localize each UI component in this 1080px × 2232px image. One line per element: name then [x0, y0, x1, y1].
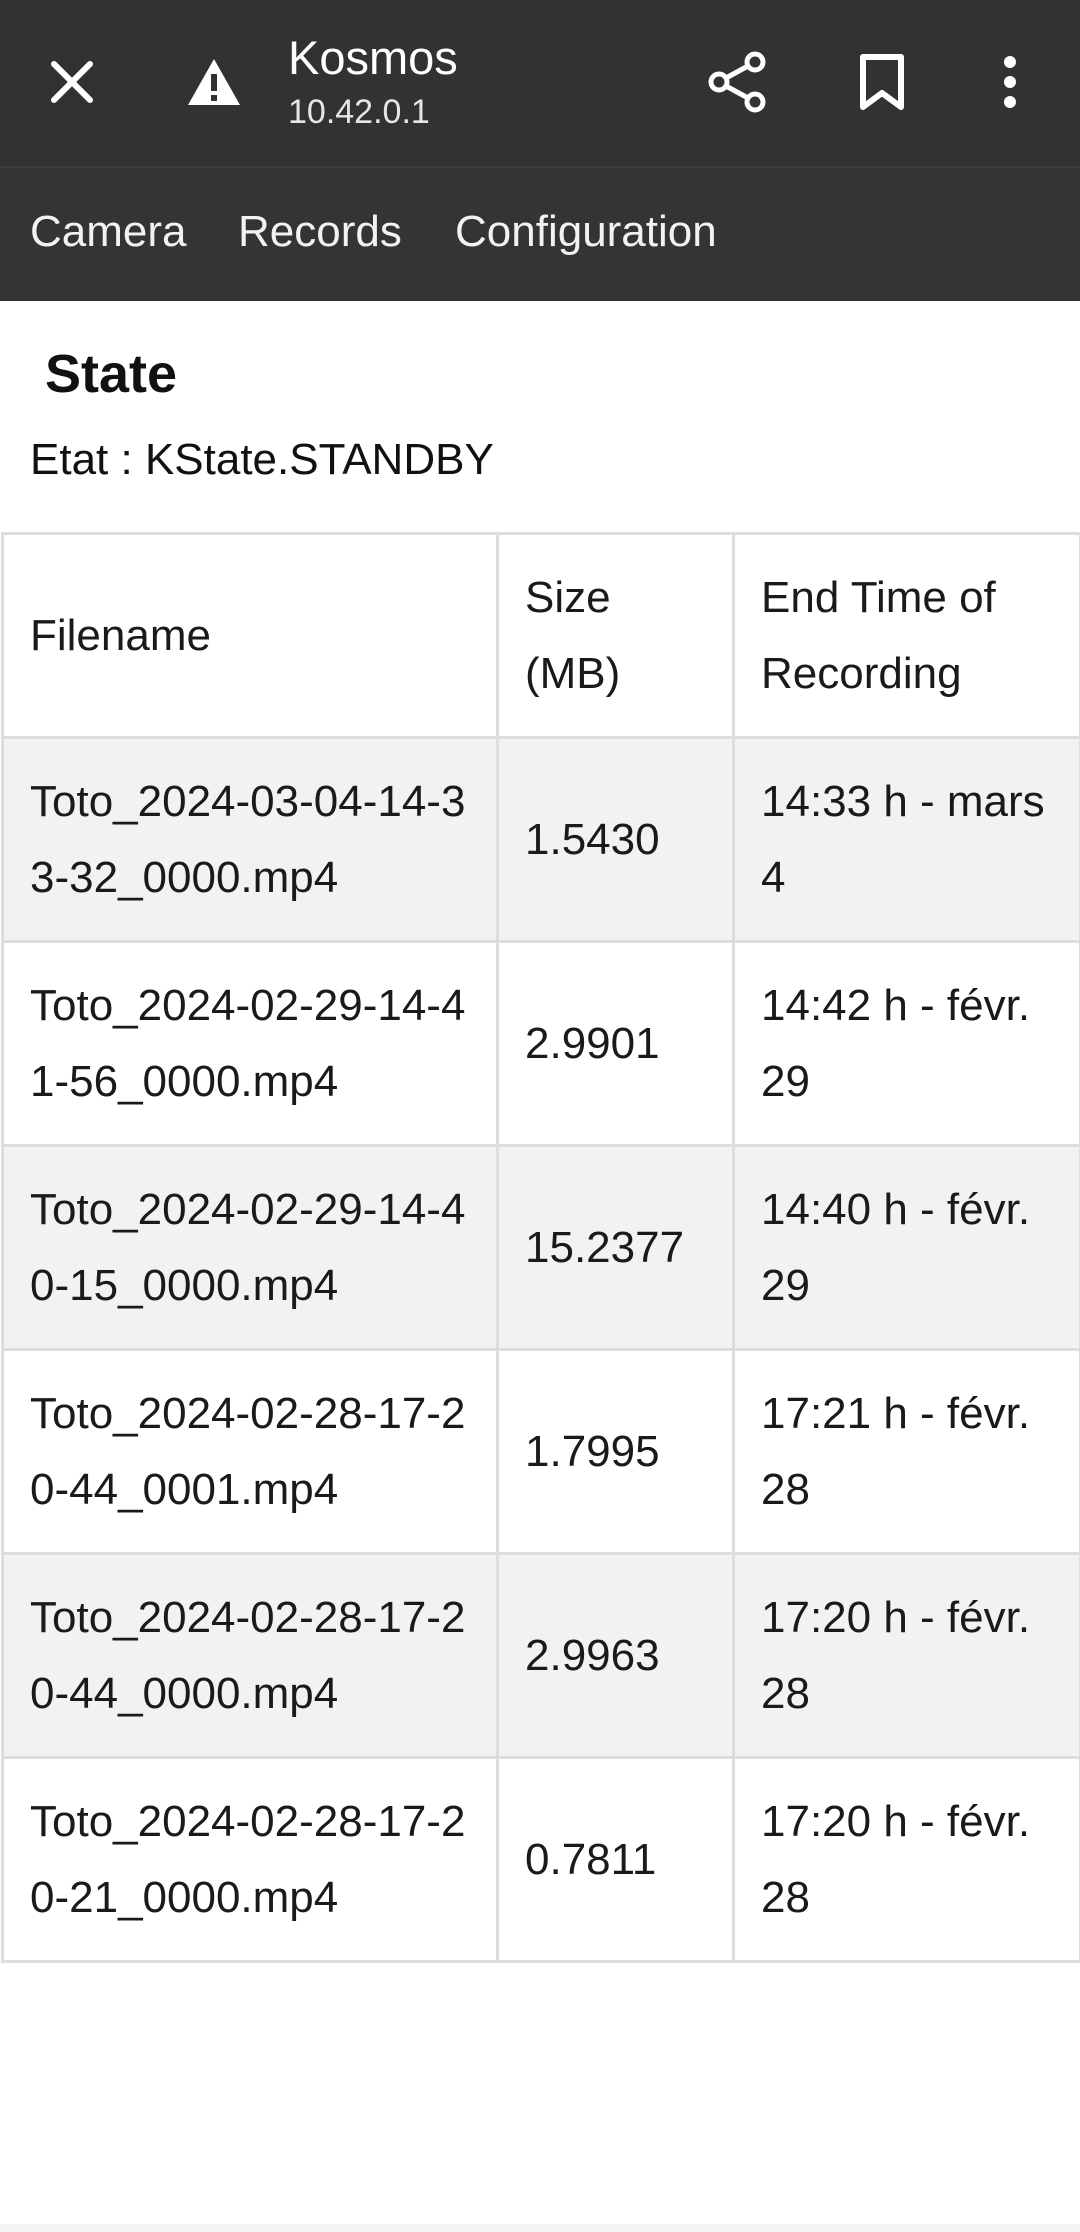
close-button[interactable]: [40, 40, 104, 124]
nav-configuration[interactable]: Configuration: [455, 207, 717, 256]
size-cell: 2.9963: [496, 1552, 735, 1759]
end-time-cell: 14:40 h - févr. 29: [732, 1144, 1080, 1351]
end-time-cell: 14:42 h - févr. 29: [732, 940, 1080, 1147]
end-time-cell: 17:20 h - févr. 28: [732, 1552, 1080, 1759]
column-header-size: Size (MB): [496, 532, 735, 739]
end-time-cell: 14:33 h - mars 4: [732, 736, 1080, 943]
more-options-button[interactable]: [978, 40, 1042, 124]
column-header-filename: Filename: [1, 532, 499, 739]
filename-cell[interactable]: Toto_2024-03-04-14-33-32_0000.mp4: [1, 736, 499, 943]
bookmark-button[interactable]: [850, 40, 914, 124]
table-row[interactable]: Toto_2024-02-29-14-41-56_0000.mp4 2.9901…: [1, 940, 1080, 1147]
app-nav: Camera Records Configuration: [0, 166, 1080, 301]
column-header-end-time: End Time of Recording: [732, 532, 1080, 739]
state-value: Etat : KState.STANDBY: [30, 435, 494, 484]
share-button[interactable]: [706, 40, 770, 124]
nav-camera[interactable]: Camera: [30, 207, 187, 256]
size-cell: 1.7995: [496, 1348, 735, 1555]
size-cell: 2.9901: [496, 940, 735, 1147]
table-row[interactable]: Toto_2024-02-28-17-20-44_0000.mp4 2.9963…: [1, 1552, 1080, 1759]
filename-cell[interactable]: Toto_2024-02-28-17-20-21_0000.mp4: [1, 1756, 499, 1963]
connection-warning-button[interactable]: [182, 40, 246, 124]
bookmark-icon: [860, 54, 904, 110]
records-table: Filename Size (MB) End Time of Recording…: [1, 532, 1080, 1963]
size-cell: 0.7811: [496, 1756, 735, 1963]
filename-cell[interactable]: Toto_2024-02-29-14-40-15_0000.mp4: [1, 1144, 499, 1351]
end-time-cell: 17:20 h - févr. 28: [732, 1756, 1080, 1963]
table-row[interactable]: Toto_2024-02-28-17-20-21_0000.mp4 0.7811…: [1, 1756, 1080, 1963]
filename-cell[interactable]: Toto_2024-02-29-14-41-56_0000.mp4: [1, 940, 499, 1147]
warning-icon: [188, 59, 240, 105]
table-row[interactable]: Toto_2024-02-29-14-40-15_0000.mp4 15.237…: [1, 1144, 1080, 1351]
gesture-bar-area: [0, 2224, 1080, 2232]
size-cell: 15.2377: [496, 1144, 735, 1351]
nav-records[interactable]: Records: [238, 207, 402, 256]
state-heading: State: [45, 344, 178, 404]
browser-toolbar: Kosmos 10.42.0.1: [0, 0, 1080, 166]
site-url: 10.42.0.1: [288, 93, 430, 131]
close-icon: [51, 61, 93, 103]
site-title: Kosmos: [288, 31, 458, 84]
filename-cell[interactable]: Toto_2024-02-28-17-20-44_0001.mp4: [1, 1348, 499, 1555]
size-cell: 1.5430: [496, 736, 735, 943]
filename-cell[interactable]: Toto_2024-02-28-17-20-44_0000.mp4: [1, 1552, 499, 1759]
end-time-cell: 17:21 h - févr. 28: [732, 1348, 1080, 1555]
table-row[interactable]: Toto_2024-02-28-17-20-44_0001.mp4 1.7995…: [1, 1348, 1080, 1555]
table-header-row: Filename Size (MB) End Time of Recording: [1, 532, 1080, 739]
more-vert-icon: [1004, 56, 1016, 108]
table-row[interactable]: Toto_2024-03-04-14-33-32_0000.mp4 1.5430…: [1, 736, 1080, 943]
share-icon: [708, 51, 766, 113]
